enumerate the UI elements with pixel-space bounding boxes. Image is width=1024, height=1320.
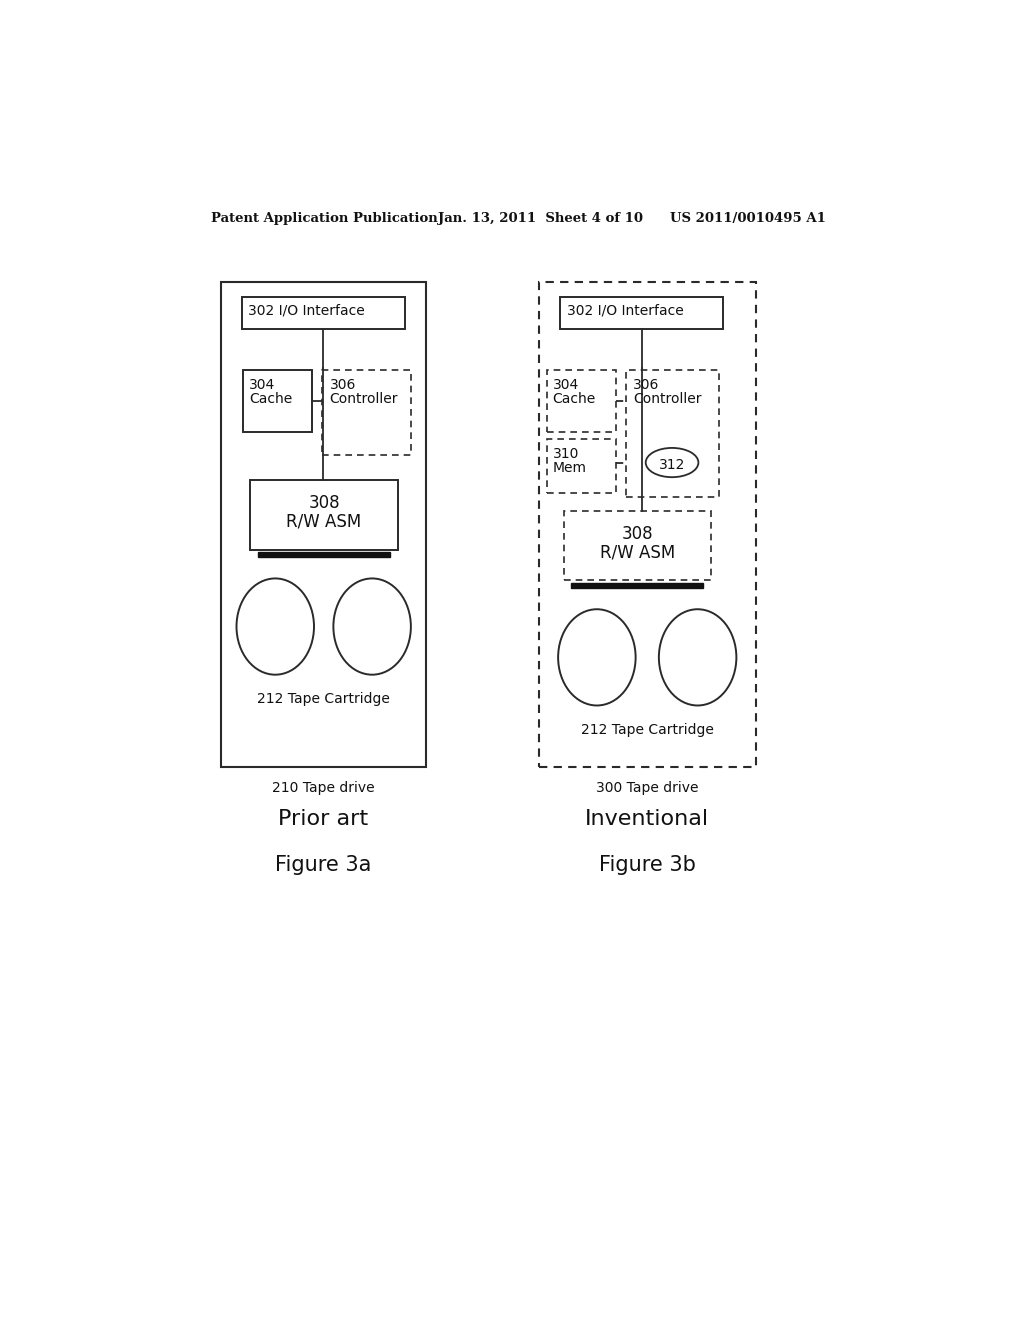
Text: 302 I/O Interface: 302 I/O Interface xyxy=(248,304,365,318)
Bar xyxy=(251,480,397,549)
Text: Figure 3b: Figure 3b xyxy=(599,855,695,875)
Ellipse shape xyxy=(334,578,411,675)
Text: 300 Tape drive: 300 Tape drive xyxy=(596,780,698,795)
Text: Figure 3a: Figure 3a xyxy=(275,855,372,875)
Text: US 2011/0010495 A1: US 2011/0010495 A1 xyxy=(671,213,826,224)
Text: Jan. 13, 2011  Sheet 4 of 10: Jan. 13, 2011 Sheet 4 of 10 xyxy=(438,213,643,224)
Bar xyxy=(626,370,719,498)
Text: Controller: Controller xyxy=(330,392,398,405)
Text: 312: 312 xyxy=(658,458,685,473)
Bar xyxy=(560,297,723,330)
Text: 210 Tape drive: 210 Tape drive xyxy=(272,780,375,795)
Text: R/W ASM: R/W ASM xyxy=(287,512,361,531)
Text: 308: 308 xyxy=(308,494,340,512)
Text: 302 I/O Interface: 302 I/O Interface xyxy=(566,304,683,318)
Text: 310: 310 xyxy=(553,447,580,461)
Ellipse shape xyxy=(558,610,636,705)
Bar xyxy=(547,440,616,494)
Bar xyxy=(547,370,616,432)
Text: Inventional: Inventional xyxy=(585,809,710,829)
Text: 212 Tape Cartridge: 212 Tape Cartridge xyxy=(257,692,390,706)
Text: Cache: Cache xyxy=(553,392,596,405)
Ellipse shape xyxy=(658,610,736,705)
Bar xyxy=(571,582,703,589)
Bar xyxy=(242,297,404,330)
Ellipse shape xyxy=(646,447,698,478)
Text: Patent Application Publication: Patent Application Publication xyxy=(211,213,437,224)
Text: 212 Tape Cartridge: 212 Tape Cartridge xyxy=(581,723,714,737)
Text: 304: 304 xyxy=(553,378,579,392)
Text: R/W ASM: R/W ASM xyxy=(599,544,675,561)
Bar xyxy=(243,370,312,432)
Ellipse shape xyxy=(237,578,314,675)
Text: Controller: Controller xyxy=(633,392,701,405)
Text: Cache: Cache xyxy=(249,392,292,405)
Text: 306: 306 xyxy=(330,378,356,392)
Bar xyxy=(563,511,711,581)
Bar xyxy=(258,552,390,557)
Text: 304: 304 xyxy=(249,378,275,392)
Bar xyxy=(322,370,411,455)
Bar xyxy=(539,281,756,767)
Text: Mem: Mem xyxy=(553,461,587,475)
Text: Prior art: Prior art xyxy=(279,809,369,829)
Text: 308: 308 xyxy=(622,525,653,543)
Bar xyxy=(221,281,426,767)
Text: 306: 306 xyxy=(633,378,659,392)
